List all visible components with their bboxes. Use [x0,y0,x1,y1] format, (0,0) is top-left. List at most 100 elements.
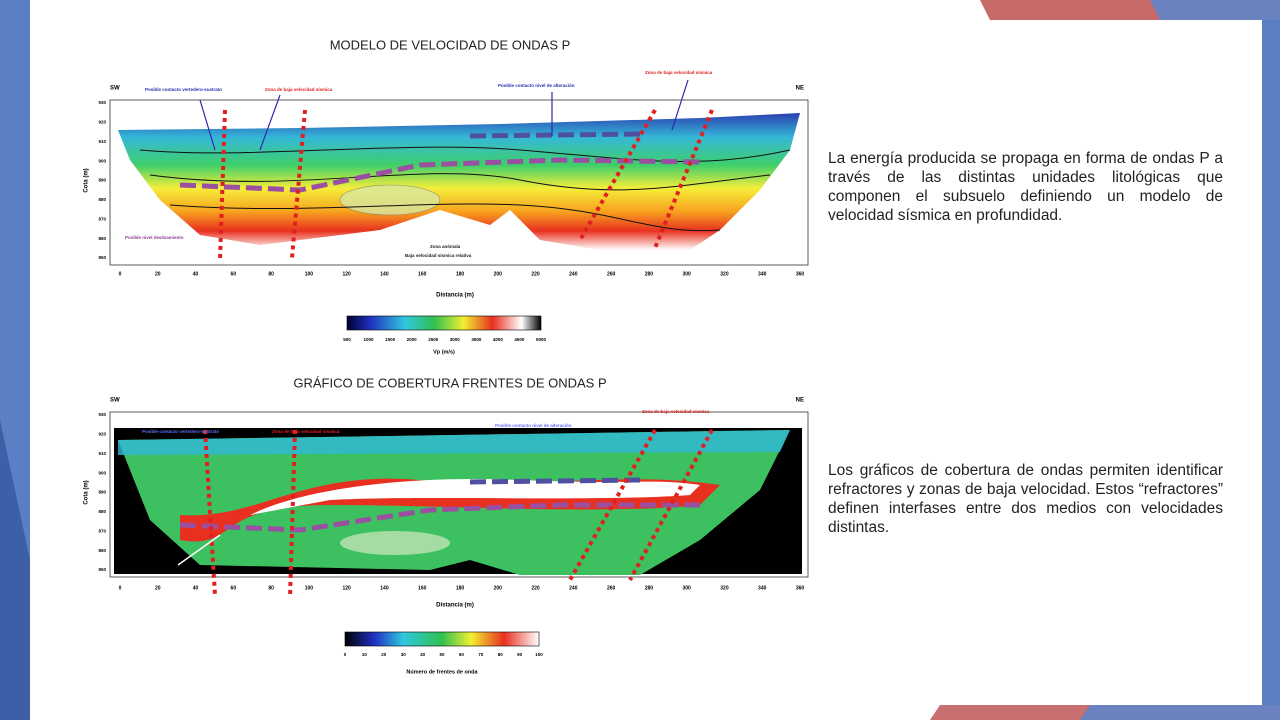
colorbar-tick-label: 0 [344,652,347,657]
annotation: Zona de baja velocidad sísmica [642,409,710,414]
x-tick-label: 300 [682,271,691,277]
colorbar-label: Vp (m/s) [433,349,455,355]
colorbar-tick-label: 1000 [364,337,375,342]
colorbar-tick-label: 60 [459,652,465,657]
colorbar-tick-label: 40 [420,652,426,657]
x-tick-label: 300 [682,585,691,591]
y-tick-label: 870 [98,528,106,533]
y-tick-label: 900 [98,158,106,163]
x-tick-label: 20 [155,271,161,277]
annotation: Posible nivel deslizamiento [125,235,184,240]
annotation: Posible contacto nivel de alteración [498,83,575,88]
paragraph: La energía producida se propaga en forma… [828,150,1223,224]
x-tick-label: 200 [494,271,503,277]
contour [139,146,791,163]
colorbar-tick-label: 2500 [428,337,439,342]
plot-frame [109,411,809,578]
x-tick-label: 200 [494,585,503,591]
colorbar-tick-label: 5000 [536,337,547,342]
sw-label: SW [110,86,120,92]
y-tick-label: 910 [98,139,106,144]
x-tick-label: 60 [231,585,237,591]
y-tick-label: 920 [98,432,106,437]
plot-frame [109,99,809,266]
y-tick-label: 860 [98,236,106,241]
x-tick-label: 180 [456,585,465,591]
colorbar-tick-label: 50 [439,652,445,657]
colorbar [346,315,542,331]
x-tick-label: 100 [305,585,314,591]
coverage-top [118,430,790,455]
annotation: Zona de baja velocidad sísmica [272,429,340,434]
x-tick-label: 180 [456,271,465,277]
x-tick-label: 80 [268,271,274,277]
figure-title: MODELO DE VELOCIDAD DE ONDAS P [330,37,571,52]
velocity-field [118,113,800,250]
x-tick-label: 140 [380,585,389,591]
colorbar-tick-label: 3000 [450,337,461,342]
frame-left-dark [0,420,30,720]
arrow [177,534,221,566]
x-tick-label: 220 [531,271,540,277]
x-tick-label: 0 [119,271,122,277]
ne-label: NE [796,398,804,404]
annotation: Zona anómala [430,244,461,249]
y-axis-label: Cota (m) [84,480,90,504]
x-tick-label: 280 [645,271,654,277]
x-tick-label: 120 [342,271,351,277]
x-tick-label: 160 [418,271,427,277]
contact-line [469,131,641,139]
arrow [199,79,689,151]
colorbar-tick-label: 90 [517,652,523,657]
y-tick-label: 930 [98,412,106,417]
y-tick-label: 850 [98,255,106,260]
x-tick-label: 80 [268,585,274,591]
x-tick-label: 40 [193,585,199,591]
colorbar-tick-label: 4500 [514,337,525,342]
frame-bottom-right-blue [1080,705,1280,720]
x-tick-label: 260 [607,585,616,591]
annotation: Zona de baja velocidad sísmica [645,70,713,75]
colorbar-tick-label: 500 [343,337,351,342]
colorbar-tick-label: 80 [498,652,504,657]
x-tick-label: 260 [607,271,616,277]
y-tick-label: 850 [98,567,106,572]
annotation: Zona de baja velocidad sísmica [265,87,333,92]
x-tick-label: 340 [758,271,767,277]
x-tick-label: 240 [569,585,578,591]
frame-bottom [30,705,800,720]
refractor [179,502,700,533]
y-tick-label: 870 [98,216,106,221]
y-tick-label: 860 [98,548,106,553]
colorbar-tick-label: 4000 [493,337,504,342]
x-tick-label: 0 [119,585,122,591]
colorbar-tick-label: 1500 [385,337,396,342]
x-tick-label: 160 [418,585,427,591]
frame-top-right-blue [1150,0,1280,20]
contour [169,203,721,232]
sw-label: SW [110,398,120,404]
colorbar-tick-label: 2000 [407,337,418,342]
colorbar-tick-label: 70 [478,652,484,657]
y-tick-label: 900 [98,470,106,475]
x-tick-label: 120 [342,585,351,591]
y-tick-label: 880 [98,509,106,514]
colorbar [344,631,540,647]
coverage-section [109,411,809,599]
x-tick-label: 100 [305,271,314,277]
annotation: Posible contacto vertedero-sustrato [145,87,222,92]
x-tick-label: 360 [796,585,805,591]
anomaly-zone [339,184,441,216]
x-tick-label: 320 [720,271,729,277]
refractor [179,157,701,193]
ne-label: NE [796,86,804,92]
velocity-section [109,79,809,266]
anomaly-zone [340,531,450,555]
x-axis-label: Distancia (m) [436,603,474,609]
y-tick-label: 890 [98,490,106,495]
annotation: Posible contacto vertedero-sustrato [142,429,219,434]
colorbar-tick-label: 10 [362,652,368,657]
contact-line [469,477,641,485]
